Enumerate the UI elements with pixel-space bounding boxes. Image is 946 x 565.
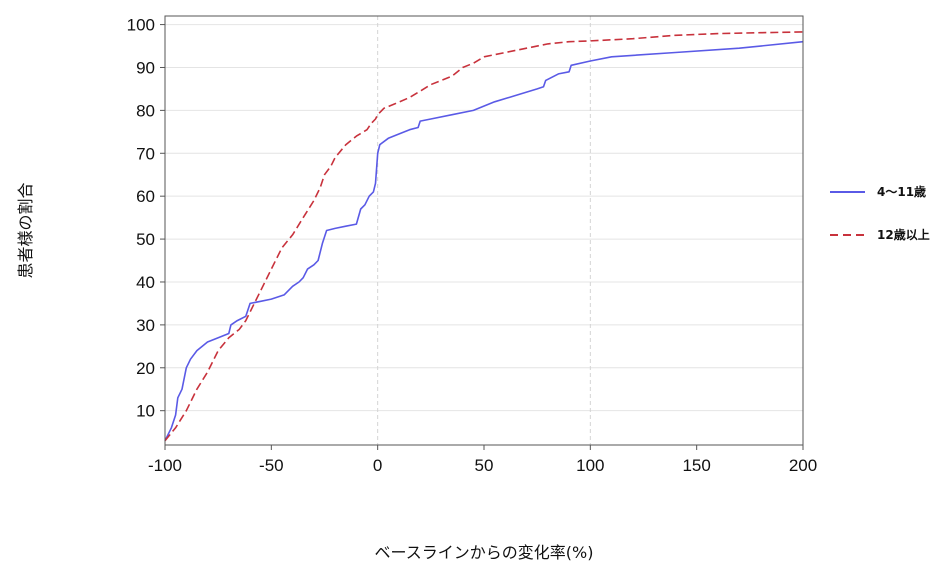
grid-layer xyxy=(165,24,803,412)
y-tick-label: 40 xyxy=(136,273,155,292)
y-tick-label: 80 xyxy=(136,101,155,120)
y-tick-label: 20 xyxy=(136,359,155,378)
series-layer xyxy=(164,31,804,442)
y-tick-label: 70 xyxy=(136,144,155,163)
x-tick-label: 100 xyxy=(576,456,604,475)
y-tick-label: 100 xyxy=(127,16,155,35)
y-axis-ticks: 10 20 30 40 50 60 70 80 90 100 xyxy=(127,16,165,421)
x-tick-label: 200 xyxy=(789,456,817,475)
y-axis-title: 患者様の割合 xyxy=(16,182,35,278)
plot-frame xyxy=(164,15,804,446)
x-axis-ticks: -100 -50 0 50 100 150 200 xyxy=(148,445,817,475)
legend-label-1: 4〜11歳 xyxy=(877,184,926,199)
x-tick-label: 0 xyxy=(373,456,382,475)
y-tick-label: 30 xyxy=(136,316,155,335)
y-tick-label: 90 xyxy=(136,58,155,77)
legend: 4〜11歳 12歳以上 xyxy=(830,184,930,242)
series-line-1 xyxy=(164,40,804,442)
x-tick-label: -50 xyxy=(259,456,284,475)
series-line-2 xyxy=(164,31,804,442)
x-tick-label: 150 xyxy=(682,456,710,475)
y-tick-label: 50 xyxy=(136,230,155,249)
x-axis-title: ベースラインからの変化率(%) xyxy=(375,543,594,562)
x-tick-label: -100 xyxy=(148,456,182,475)
x-tick-label: 50 xyxy=(475,456,494,475)
y-tick-label: 60 xyxy=(136,187,155,206)
y-tick-label: 10 xyxy=(136,402,155,421)
reference-lines xyxy=(377,16,591,445)
legend-label-2: 12歳以上 xyxy=(877,227,930,242)
